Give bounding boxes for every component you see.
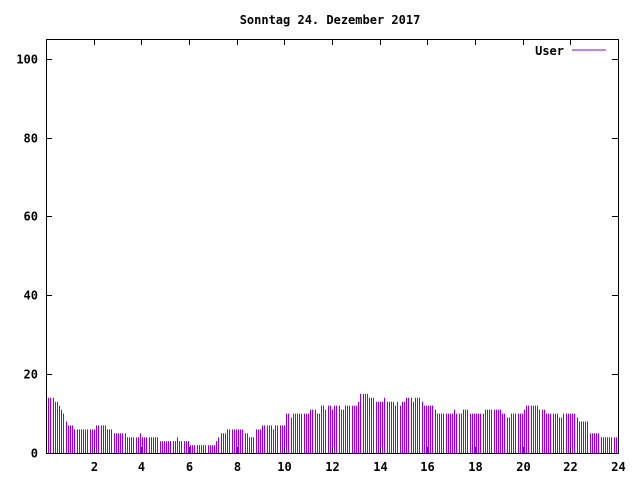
x-tick-label: 20: [516, 460, 530, 474]
x-tick-label: 4: [138, 460, 145, 474]
y-tick-label: 20: [24, 368, 38, 382]
x-tick-label: 24: [611, 460, 625, 474]
y-tick-label: 0: [31, 447, 38, 461]
y-tick-label: 80: [24, 132, 38, 146]
x-tick-label: 8: [234, 460, 241, 474]
x-tick-label: 6: [186, 460, 193, 474]
bars: [46, 393, 617, 453]
x-tick-label: 16: [420, 460, 434, 474]
x-tick-label: 10: [277, 460, 291, 474]
x-tick-label: 22: [563, 460, 577, 474]
x-tick-label: 14: [373, 460, 387, 474]
plot-frame: [46, 39, 619, 454]
x-tick-label: 18: [468, 460, 482, 474]
legend: User: [535, 44, 606, 58]
y-tick-label: 40: [24, 289, 38, 303]
y-tick-label: 100: [16, 53, 38, 67]
x-tick-label: 12: [325, 460, 339, 474]
x-tick-label: 2: [91, 460, 98, 474]
legend-label: User: [535, 44, 564, 58]
chart-title: Sonntag 24. Dezember 2017: [240, 13, 421, 27]
y-tick-label: 60: [24, 210, 38, 224]
